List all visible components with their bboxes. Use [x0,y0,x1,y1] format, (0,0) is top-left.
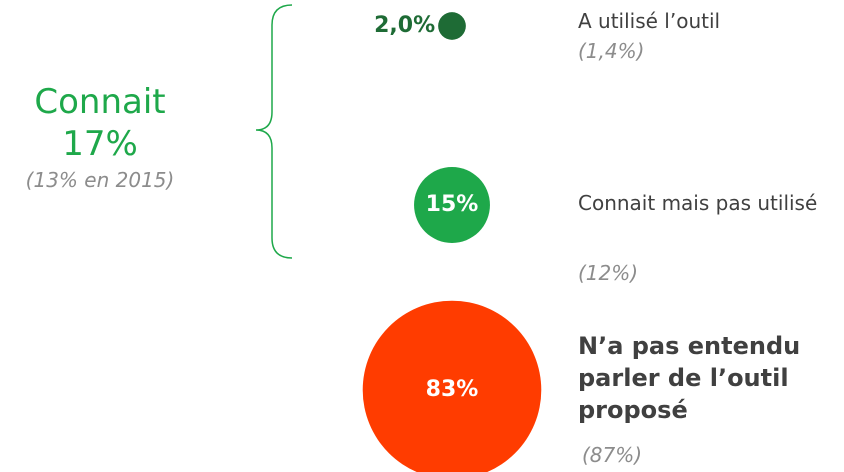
group-value: 17% [62,124,138,164]
previous-value: (1,4%) [578,39,645,63]
category-label: A utilisé l’outil [578,9,721,33]
category-label: N’a pas entendu parler de l’outil propos… [578,332,801,424]
previous-value: (87%) [582,443,643,467]
value-label: 2,0% [374,13,435,38]
value-label: 83% [426,377,479,402]
previous-value: (12%) [578,261,639,285]
group-note: (13% en 2015) [25,168,175,192]
category-label: Connait mais pas utilisé [578,191,818,215]
bubble [438,12,466,40]
bubble [362,300,542,472]
bubble [414,167,490,243]
value-label: 15% [426,192,479,217]
brace [255,4,293,259]
group-label: Connait [34,82,166,122]
